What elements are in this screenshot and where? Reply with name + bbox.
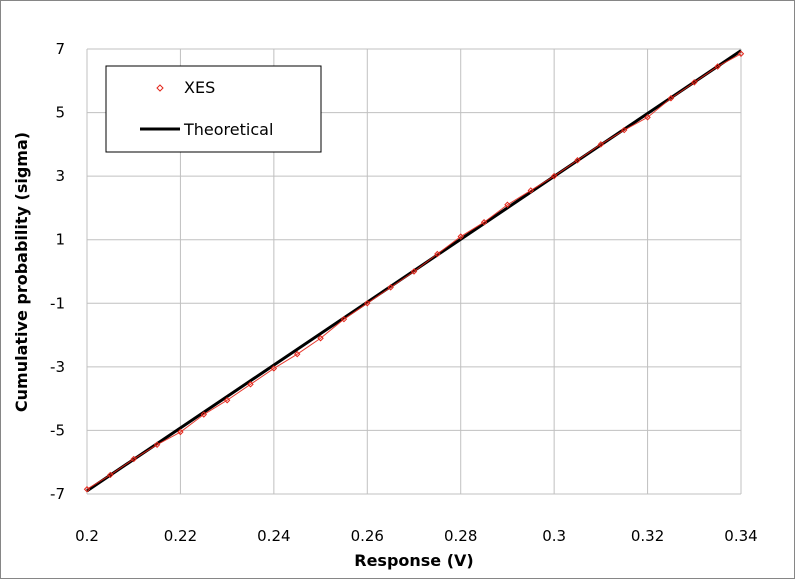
xes-data-point — [504, 201, 511, 208]
xes-data-point — [644, 114, 651, 121]
xes-data-point — [667, 95, 675, 102]
legend-label-theoretical: Theoretical — [183, 120, 273, 139]
xes-series-trace — [86, 53, 742, 490]
xes-data-point — [270, 365, 278, 372]
series-layer — [83, 49, 745, 493]
y-axis-title: Cumulative probability (sigma) — [12, 132, 31, 412]
xes-data-point — [317, 335, 324, 342]
xes-data-point — [294, 350, 301, 358]
y-tick-label: -7 — [50, 485, 65, 503]
xes-data-point — [340, 315, 348, 323]
xes-data-point — [574, 157, 581, 164]
y-tick-label: 1 — [55, 231, 65, 249]
legend-box — [105, 65, 322, 153]
xes-data-point — [691, 79, 698, 86]
xes-data-point — [527, 187, 534, 194]
xes-data-point — [434, 250, 441, 258]
xes-data-point — [457, 233, 464, 240]
xes-data-point — [200, 411, 207, 418]
xes-data-point — [130, 455, 137, 463]
y-tick-label: -3 — [50, 358, 65, 376]
xes-data-point — [550, 172, 558, 180]
legend-xes-marker-icon — [156, 84, 164, 92]
xes-data-point — [597, 141, 605, 148]
xes-data-point — [737, 50, 745, 57]
legend-label-xes: XES — [184, 78, 215, 97]
xes-data-point — [410, 268, 418, 275]
x-tick-label: 0.34 — [724, 527, 757, 545]
tick-layer: 0.2 0.22 0.24 0.26 0.28 0.3 0.32 0.34 -7 -5 -3 -1 1 3… — [50, 40, 758, 545]
y-tick-label: -5 — [50, 421, 65, 439]
xes-data-point — [364, 300, 371, 307]
x-axis-title: Response (V) — [354, 551, 473, 570]
theoretical-series-line — [86, 49, 742, 493]
xes-data-point — [480, 219, 488, 226]
x-tick-label: 0.2 — [75, 527, 99, 545]
xes-data-point — [387, 284, 394, 291]
xes-data-point — [107, 471, 114, 479]
xes-data-point — [621, 126, 628, 134]
xes-data-point — [83, 486, 91, 493]
y-tick-label: 7 — [55, 40, 65, 58]
x-tick-label: 0.3 — [542, 527, 566, 545]
x-tick-label: 0.22 — [164, 527, 197, 545]
legend: XES Theoretical — [105, 65, 322, 153]
xes-data-point — [153, 441, 161, 448]
y-tick-label: 3 — [55, 167, 65, 185]
xes-data-point — [177, 428, 184, 436]
xes-data-point — [247, 381, 254, 388]
y-tick-label: -1 — [50, 294, 65, 312]
x-tick-label: 0.32 — [631, 527, 664, 545]
y-tick-label: 5 — [55, 104, 65, 122]
x-tick-label: 0.24 — [257, 527, 290, 545]
xes-data-point — [223, 397, 231, 404]
x-tick-label: 0.26 — [351, 527, 384, 545]
x-tick-label: 0.28 — [444, 527, 477, 545]
xes-data-point — [714, 63, 721, 70]
grid-layer — [86, 48, 742, 495]
